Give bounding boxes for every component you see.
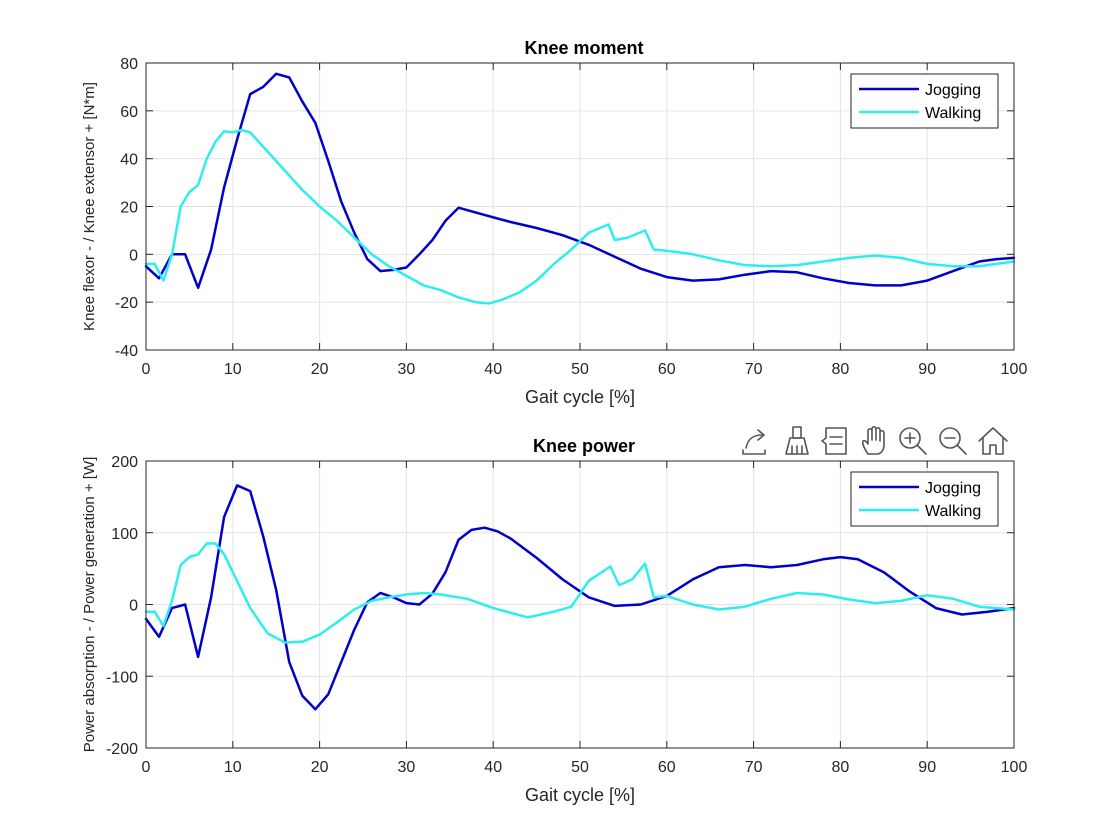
y-tick-label: -40 <box>115 343 138 360</box>
x-tick-label: 10 <box>224 361 242 378</box>
brush-icon[interactable] <box>780 424 814 458</box>
knee-power-chart: 0 10 20 30 40 50 60 70 80 90 100 -200 -100 0 100 200 Kne… <box>81 436 1027 805</box>
series-line-jogging <box>144 72 1016 290</box>
legend: Jogging Walking <box>850 471 999 527</box>
x-tick-label: 0 <box>142 759 151 776</box>
y-tick-label: -100 <box>106 669 138 686</box>
x-tick-label: 90 <box>918 361 936 378</box>
x-tick-label: 10 <box>224 759 242 776</box>
y-tick-label: 60 <box>120 104 138 121</box>
x-axis-label: Gait cycle [%] <box>525 785 635 805</box>
x-tick-label: 0 <box>142 361 151 378</box>
x-tick-label: 100 <box>1001 361 1028 378</box>
home-icon[interactable] <box>976 424 1010 458</box>
y-tick-label: -200 <box>106 741 138 758</box>
plot-toolbar <box>738 424 1010 458</box>
pan-hand-icon[interactable] <box>858 424 892 458</box>
y-tick-label: 20 <box>120 200 138 217</box>
x-tick-label: 80 <box>832 759 850 776</box>
y-tick-label: 100 <box>111 526 138 543</box>
x-tick-label: 50 <box>571 361 589 378</box>
x-axis-label: Gait cycle [%] <box>525 387 635 407</box>
y-axis-label: Knee flexor - / Knee extensor + [N*m] <box>81 82 98 331</box>
export-icon[interactable] <box>738 424 772 458</box>
x-tick-label: 40 <box>484 361 502 378</box>
legend-entry: Walking <box>925 105 981 122</box>
x-tick-label: 100 <box>1001 759 1028 776</box>
x-tick-label: 30 <box>398 759 416 776</box>
legend-box <box>850 73 999 129</box>
y-axis-label: Power absorption - / Power generation + … <box>81 457 98 753</box>
series-line-jogging <box>144 484 1016 711</box>
series-line-walking <box>144 128 1016 305</box>
legend-entry: Jogging <box>925 82 981 99</box>
x-tick-label: 40 <box>484 759 502 776</box>
x-tick-label: 60 <box>658 361 676 378</box>
x-tick-label: 70 <box>745 759 763 776</box>
y-tick-label: 0 <box>129 598 138 615</box>
zoom-in-icon[interactable] <box>896 424 930 458</box>
knee-moment-chart: 0 10 20 30 40 50 60 70 80 90 100 -40 -20 0 20 40 60 80 Kne… <box>81 38 1027 407</box>
zoom-out-icon[interactable] <box>936 424 970 458</box>
x-tick-label: 30 <box>398 361 416 378</box>
x-tick-label: 20 <box>311 361 329 378</box>
y-tick-label: 0 <box>129 247 138 264</box>
y-tick-label: -20 <box>115 295 138 312</box>
data-tips-icon[interactable] <box>818 424 852 458</box>
x-tick-label: 80 <box>832 361 850 378</box>
y-tick-label: 40 <box>120 152 138 169</box>
y-tick-label: 200 <box>111 454 138 471</box>
series-line-walking <box>144 542 1016 644</box>
x-tick-label: 20 <box>311 759 329 776</box>
x-tick-label: 60 <box>658 759 676 776</box>
legend: Jogging Walking <box>850 73 999 129</box>
y-tick-label: 80 <box>120 56 138 73</box>
legend-box <box>850 471 999 527</box>
x-tick-label: 70 <box>745 361 763 378</box>
legend-entry: Jogging <box>925 480 981 497</box>
x-tick-label: 90 <box>918 759 936 776</box>
chart-title: Knee moment <box>524 38 643 58</box>
x-tick-label: 50 <box>571 759 589 776</box>
legend-entry: Walking <box>925 503 981 520</box>
chart-title: Knee power <box>533 436 635 456</box>
